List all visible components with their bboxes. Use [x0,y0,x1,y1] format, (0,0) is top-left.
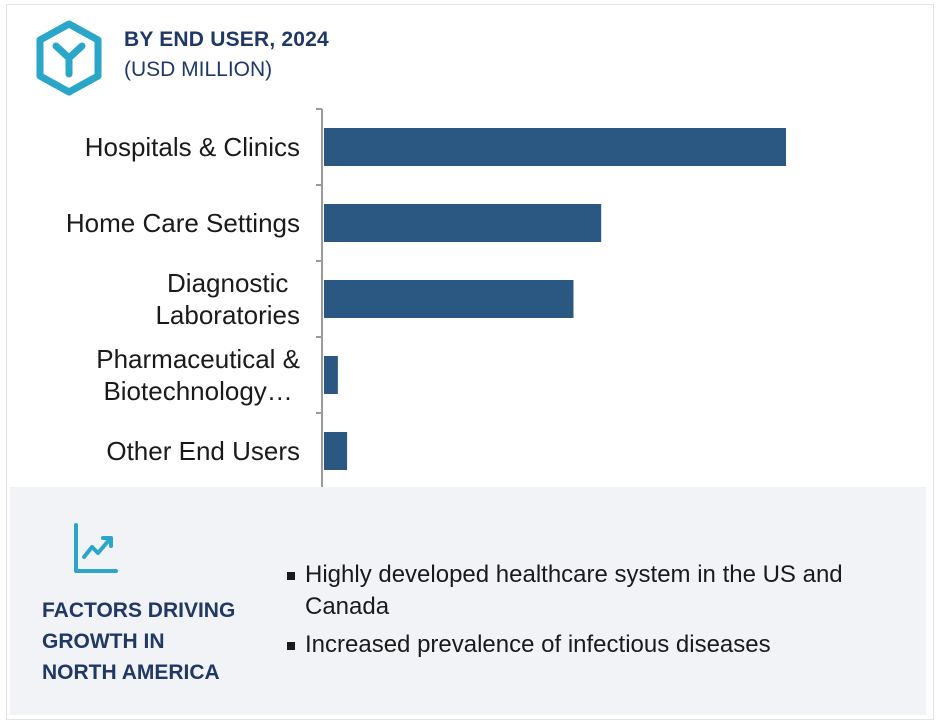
bar [324,128,786,166]
factors-list: Highly developed healthcare system in th… [285,559,905,667]
bar [324,432,348,470]
brand-logo-icon [36,20,102,96]
bar [324,280,574,318]
factor-text: Highly developed healthcare system in th… [305,561,843,620]
bar [324,356,338,394]
category-label: Home Care Settings [65,208,300,238]
factor-item: Highly developed healthcare system in th… [285,559,905,623]
chart-subtitle: (USD MILLION) [124,58,273,81]
bar [324,204,602,242]
category-label: Diagnostic Laboratories [155,268,300,330]
y-axis [316,108,323,490]
category-label: Other End Users [106,436,300,466]
factors-panel: FACTORS DRIVING GROWTH IN NORTH AMERICA … [10,487,926,715]
factor-text: Increased prevalence of infectious disea… [305,631,771,658]
bullet-icon [287,572,295,580]
category-label: Hospitals & Clinics [84,132,300,162]
factors-title: FACTORS DRIVING GROWTH IN NORTH AMERICA [42,599,236,684]
line-chart-icon [74,523,118,573]
category-label: Pharmaceutical & Biotechnology… [96,344,300,406]
bar-chart [316,108,786,490]
chart-title: BY END USER, 2024 [124,28,329,51]
factor-item: Increased prevalence of infectious disea… [285,629,905,661]
bullet-icon [287,642,295,650]
bars [324,128,786,470]
